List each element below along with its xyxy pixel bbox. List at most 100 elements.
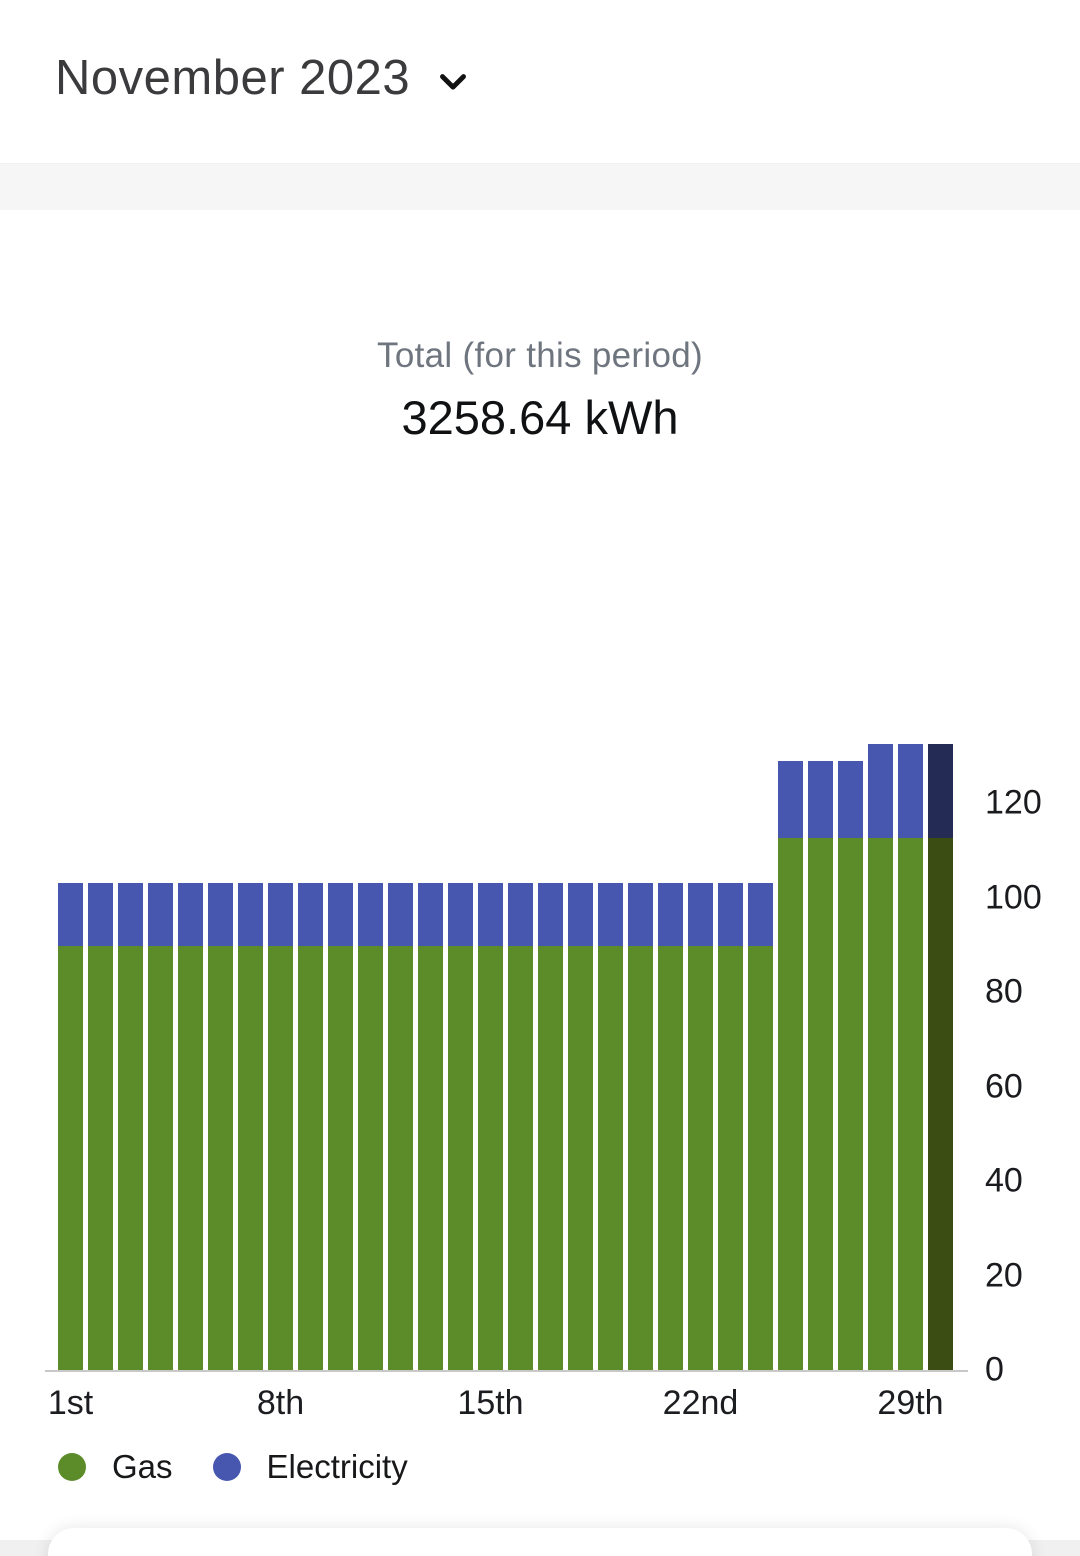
x-axis-line: [45, 1370, 968, 1372]
electricity-segment: [58, 882, 83, 946]
gas-segment: [898, 837, 923, 1370]
gas-segment: [148, 945, 173, 1370]
total-block: Total (for this period) 3258.64 kWh: [0, 336, 1080, 445]
bar-day-7[interactable]: [238, 882, 263, 1370]
bar-day-2[interactable]: [88, 882, 113, 1370]
gas-segment: [58, 945, 83, 1370]
bar-day-11[interactable]: [358, 882, 383, 1370]
bar-day-19[interactable]: [598, 882, 623, 1370]
electricity-segment: [448, 882, 473, 946]
bar-day-8[interactable]: [268, 882, 293, 1370]
electricity-segment: [898, 743, 923, 838]
bar-day-14[interactable]: [448, 882, 473, 1370]
electricity-segment: [388, 882, 413, 946]
bar-day-3[interactable]: [118, 882, 143, 1370]
bar-day-5[interactable]: [178, 882, 203, 1370]
bars-container: [58, 740, 953, 1370]
electricity-segment: [628, 882, 653, 946]
gas-segment: [118, 945, 143, 1370]
gas-segment: [418, 945, 443, 1370]
bar-day-20[interactable]: [628, 882, 653, 1370]
electricity-segment: [568, 882, 593, 946]
bar-day-10[interactable]: [328, 882, 353, 1370]
x-axis-tick-label: 29th: [877, 1384, 944, 1422]
bar-day-17[interactable]: [538, 882, 563, 1370]
electricity-segment: [118, 882, 143, 946]
gas-segment: [268, 945, 293, 1370]
gas-segment: [778, 837, 803, 1370]
electricity-segment: [88, 882, 113, 946]
bar-day-18[interactable]: [568, 882, 593, 1370]
y-axis-tick-label: 100: [985, 878, 1042, 916]
x-axis-tick-label: 15th: [457, 1384, 524, 1422]
gas-segment: [448, 945, 473, 1370]
y-axis-tick-label: 0: [985, 1350, 1004, 1389]
bar-day-29[interactable]: [898, 743, 923, 1370]
electricity-segment: [508, 882, 533, 946]
bar-day-4[interactable]: [148, 882, 173, 1370]
gas-segment: [478, 945, 503, 1370]
bar-day-12[interactable]: [388, 882, 413, 1370]
month-label: November 2023: [55, 51, 411, 105]
electricity-segment: [298, 882, 323, 946]
electricity-segment: [658, 882, 683, 946]
bar-day-15[interactable]: [478, 882, 503, 1370]
gas-segment: [298, 945, 323, 1370]
electricity-segment: [868, 743, 893, 838]
x-axis-tick-label: 22nd: [662, 1384, 739, 1422]
gas-segment: [838, 837, 863, 1370]
bar-day-30[interactable]: [928, 743, 953, 1370]
gas-segment: [88, 945, 113, 1370]
legend-item-gas: Gas: [58, 1448, 173, 1486]
electricity-segment: [538, 882, 563, 946]
section-divider: [0, 163, 1080, 210]
gas-segment: [808, 837, 833, 1370]
electricity-segment: [478, 882, 503, 946]
electricity-segment: [598, 882, 623, 946]
bar-day-25[interactable]: [778, 760, 803, 1370]
gas-segment: [658, 945, 683, 1370]
gas-segment: [358, 945, 383, 1370]
electricity-segment: [838, 760, 863, 838]
bottom-sheet[interactable]: [48, 1528, 1032, 1556]
bar-day-1[interactable]: [58, 882, 83, 1370]
bar-day-24[interactable]: [748, 882, 773, 1370]
month-selector[interactable]: November 2023: [55, 50, 474, 106]
electricity-segment: [688, 882, 713, 946]
bar-day-21[interactable]: [658, 882, 683, 1370]
bar-day-23[interactable]: [718, 882, 743, 1370]
gas-segment: [688, 945, 713, 1370]
gas-segment: [868, 837, 893, 1370]
electricity-segment: [718, 882, 743, 946]
gas-segment: [238, 945, 263, 1370]
gas-segment: [568, 945, 593, 1370]
gas-segment: [628, 945, 653, 1370]
gas-segment: [538, 945, 563, 1370]
gas-segment: [718, 945, 743, 1370]
bar-day-22[interactable]: [688, 882, 713, 1370]
y-axis-tick-label: 60: [985, 1067, 1023, 1105]
gas-segment: [508, 945, 533, 1370]
bar-day-9[interactable]: [298, 882, 323, 1370]
electricity-segment: [328, 882, 353, 946]
chevron-down-icon: [440, 74, 467, 90]
gas-segment: [388, 945, 413, 1370]
x-axis-labels: 1st 8th 15th 22nd 29th: [48, 1384, 953, 1434]
header: November 2023: [55, 50, 474, 106]
x-axis-tick-label: 8th: [256, 1384, 305, 1422]
bar-day-26[interactable]: [808, 760, 833, 1370]
total-period-label: Total (for this period): [377, 336, 703, 375]
bar-day-27[interactable]: [838, 760, 863, 1370]
electricity-segment: [268, 882, 293, 946]
bar-day-16[interactable]: [508, 882, 533, 1370]
gas-segment: [598, 945, 623, 1370]
y-axis-tick-label: 120: [985, 783, 1042, 822]
bar-day-28[interactable]: [868, 743, 893, 1370]
y-axis-tick-label: 80: [985, 972, 1023, 1011]
y-axis-tick-label: 40: [985, 1161, 1023, 1200]
bar-day-6[interactable]: [208, 882, 233, 1370]
electricity-segment: [148, 882, 173, 946]
bar-day-13[interactable]: [418, 882, 443, 1370]
electricity-legend-dot-icon: [212, 1453, 241, 1481]
gas-segment: [178, 945, 203, 1370]
